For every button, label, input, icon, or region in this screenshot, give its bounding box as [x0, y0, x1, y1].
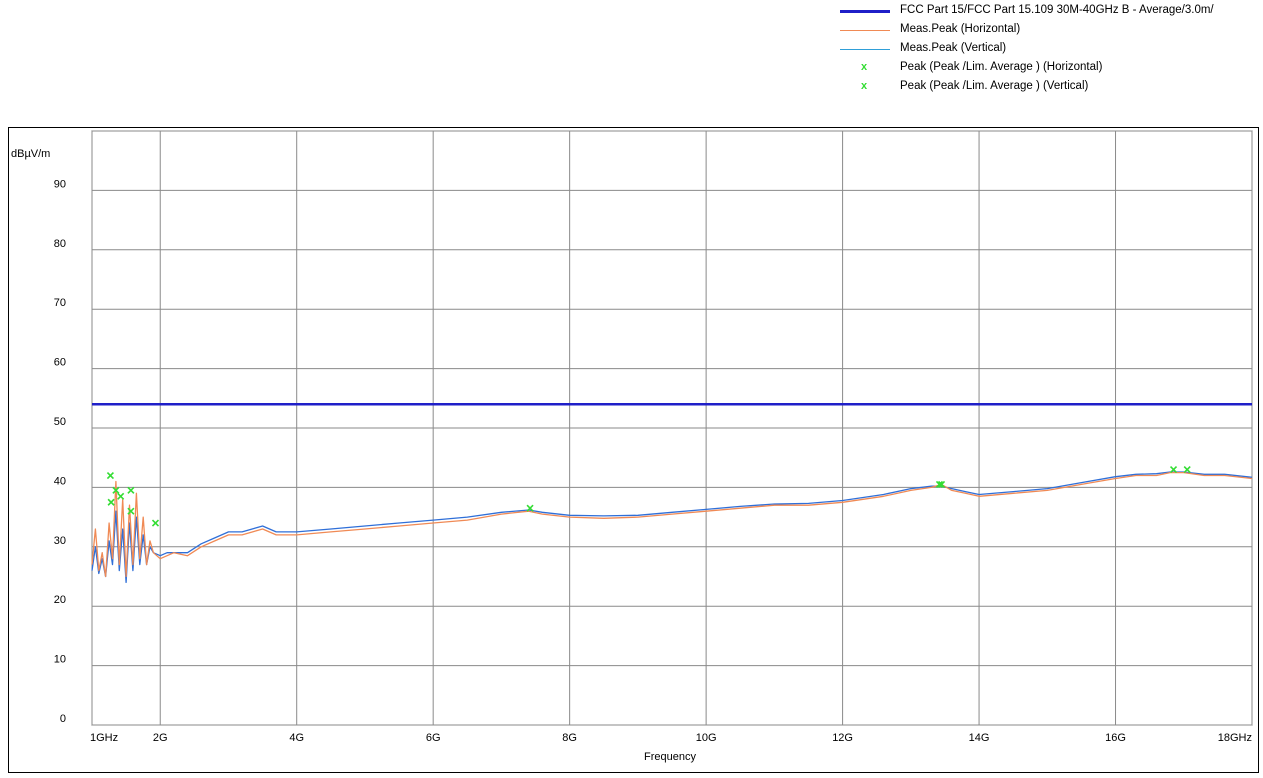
chart-svg: dBµV/m Frequency 0 10 20 30 40 50 60 70 80 90 100 1…: [11, 128, 1253, 763]
peak-marker-stroke: [937, 480, 946, 488]
peak-marker-horizontal-3: [127, 486, 135, 494]
y-tick-label-20: 20: [54, 594, 66, 606]
y-tick-label-0: 0: [60, 713, 66, 725]
legend-swatch-vertical: [840, 49, 890, 50]
chart-legend: FCC Part 15/FCC Part 15.109 30M-40GHz B …: [840, 2, 1260, 97]
x-tick-label-8: 16G: [1105, 732, 1126, 744]
peak-marker-stroke: [112, 486, 120, 494]
series-group: [91, 471, 1253, 584]
series-line-vertical: [91, 471, 1253, 584]
peak-marker-stroke: [1169, 466, 1178, 474]
peak-marker-stroke: [117, 492, 125, 500]
y-tick-label-90: 90: [54, 178, 66, 190]
x-tick-label-9: 18GHz: [1218, 732, 1252, 744]
legend-label-peak-horizontal: Peak (Peak /Lim. Average ) (Horizontal): [900, 61, 1103, 73]
legend-item-limit: FCC Part 15/FCC Part 15.109 30M-40GHz B …: [840, 2, 1260, 21]
peak-marker-stroke: [526, 504, 534, 512]
axes-group: dBµV/m Frequency 0 10 20 30 40 50 60 70 80 90 100 1…: [11, 128, 1252, 763]
peak-marker-stroke: [127, 486, 135, 494]
peak-marker-horizontal-1: [112, 486, 120, 494]
peak-marker-stroke: [127, 507, 135, 515]
x-axis-label: Frequency: [644, 751, 696, 763]
y-tick-label-40: 40: [54, 475, 66, 487]
peak-marker-horizontal-4: [151, 519, 160, 527]
x-tick-label-6: 12G: [832, 732, 853, 744]
y-tick-label-70: 70: [54, 297, 66, 309]
x-tick-label-2: 4G: [289, 732, 304, 744]
x-tick-label-5: 10G: [696, 732, 717, 744]
legend-swatch-limit: [840, 10, 890, 13]
legend-label-horizontal: Meas.Peak (Horizontal): [900, 23, 1021, 35]
series-line-horizontal: [91, 471, 1253, 578]
y-axis-label: dBµV/m: [11, 148, 50, 160]
peak-marker-vertical-3: [1183, 466, 1191, 474]
peak-marker-stroke: [1183, 466, 1191, 474]
peak-marker-vertical-1: [127, 507, 135, 515]
x-tick-label-1: 2G: [153, 732, 168, 744]
legend-marker-peak-vertical: x: [861, 80, 868, 92]
legend-label-limit: FCC Part 15/FCC Part 15.109 30M-40GHz B …: [900, 4, 1214, 16]
legend-item-peak-horizontal: x Peak (Peak /Lim. Average ) (Horizontal…: [840, 59, 1260, 78]
legend-item-horizontal: Meas.Peak (Horizontal): [840, 21, 1260, 40]
peak-marker-stroke: [935, 480, 944, 488]
legend-item-vertical: Meas.Peak (Vertical): [840, 40, 1260, 59]
peak-marker-horizontal-5: [526, 504, 534, 512]
peak-marker-horizontal-7: [1169, 466, 1178, 474]
legend-item-peak-vertical: x Peak (Peak /Lim. Average ) (Vertical): [840, 78, 1260, 97]
peak-markers: [106, 466, 1191, 527]
chart-frame: dBµV/m Frequency 0 10 20 30 40 50 60 70 80 90 100 1…: [8, 127, 1259, 773]
y-tick-label-60: 60: [54, 357, 66, 369]
peak-marker-horizontal-6: [935, 480, 944, 488]
peak-marker-vertical-2: [937, 480, 946, 488]
legend-label-vertical: Meas.Peak (Vertical): [900, 42, 1007, 54]
legend-swatch-horizontal: [840, 30, 890, 31]
grid-lines: [91, 130, 1253, 726]
legend-marker-peak-horizontal: x: [861, 61, 868, 73]
x-tick-label-4: 8G: [562, 732, 577, 744]
y-tick-label-100: 100: [48, 128, 66, 131]
legend-label-peak-vertical: Peak (Peak /Lim. Average ) (Vertical): [900, 80, 1089, 92]
peak-marker-vertical-0: [106, 471, 114, 480]
y-tick-label-80: 80: [54, 238, 66, 250]
peak-marker-stroke: [107, 498, 115, 506]
peak-marker-horizontal-0: [107, 498, 115, 506]
peak-marker-horizontal-2: [117, 492, 125, 500]
y-tick-label-10: 10: [54, 654, 66, 666]
y-tick-label-50: 50: [54, 416, 66, 428]
x-tick-label-7: 14G: [969, 732, 990, 744]
peak-marker-stroke: [151, 519, 160, 527]
y-tick-label-30: 30: [54, 535, 66, 547]
x-tick-label-3: 6G: [426, 732, 441, 744]
x-tick-label-0: 1GHz: [90, 732, 118, 744]
peak-marker-stroke: [106, 471, 114, 480]
